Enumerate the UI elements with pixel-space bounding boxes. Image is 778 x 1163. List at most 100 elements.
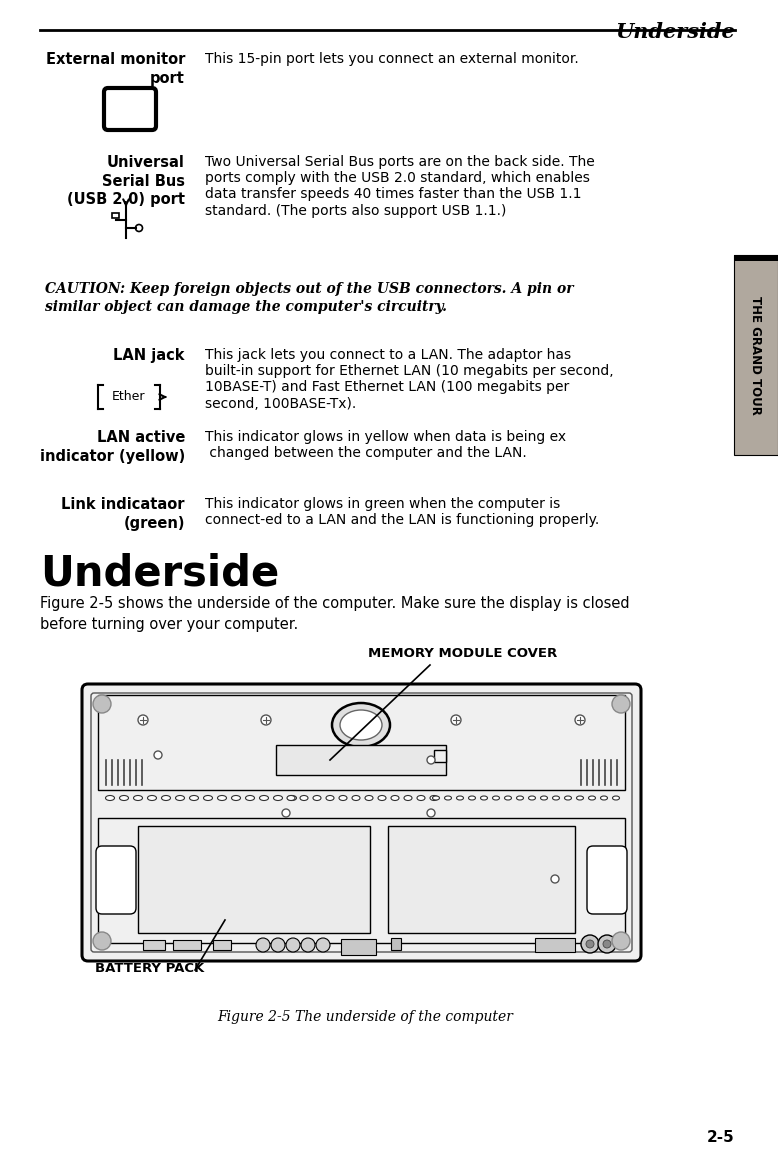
Ellipse shape <box>417 795 425 800</box>
Ellipse shape <box>313 795 321 800</box>
Ellipse shape <box>352 795 360 800</box>
Bar <box>276 745 446 775</box>
FancyBboxPatch shape <box>82 684 641 961</box>
Ellipse shape <box>492 795 499 800</box>
Ellipse shape <box>246 795 254 800</box>
Text: Underside: Underside <box>615 22 735 42</box>
Circle shape <box>138 715 148 725</box>
Ellipse shape <box>204 795 212 800</box>
Bar <box>734 255 778 261</box>
Bar <box>103 385 155 409</box>
Circle shape <box>575 715 585 725</box>
Ellipse shape <box>218 795 226 800</box>
Ellipse shape <box>504 795 511 800</box>
Ellipse shape <box>274 795 282 800</box>
Circle shape <box>427 809 435 816</box>
Text: This jack lets you connect to a LAN. The adaptor has
built-in support for Ethern: This jack lets you connect to a LAN. The… <box>205 348 614 411</box>
Ellipse shape <box>481 795 488 800</box>
Ellipse shape <box>134 795 142 800</box>
FancyBboxPatch shape <box>587 846 627 914</box>
Text: External monitor
port: External monitor port <box>46 52 185 86</box>
Ellipse shape <box>468 795 475 800</box>
Circle shape <box>551 875 559 883</box>
Circle shape <box>154 751 162 759</box>
Ellipse shape <box>588 795 595 800</box>
Circle shape <box>603 940 611 948</box>
Circle shape <box>271 939 285 952</box>
Ellipse shape <box>148 795 156 800</box>
Bar <box>391 939 401 950</box>
Ellipse shape <box>552 795 559 800</box>
Ellipse shape <box>601 795 608 800</box>
Ellipse shape <box>517 795 524 800</box>
Ellipse shape <box>300 795 308 800</box>
Ellipse shape <box>378 795 386 800</box>
Ellipse shape <box>430 795 438 800</box>
Circle shape <box>451 715 461 725</box>
Bar <box>341 939 376 955</box>
Ellipse shape <box>260 795 268 800</box>
Bar <box>213 940 231 950</box>
Text: LAN jack: LAN jack <box>114 348 185 363</box>
Text: This indicator glows in green when the computer is
connect-ed to a LAN and the L: This indicator glows in green when the c… <box>205 497 599 527</box>
Ellipse shape <box>404 795 412 800</box>
Bar <box>138 826 370 933</box>
Ellipse shape <box>612 795 619 800</box>
FancyBboxPatch shape <box>104 88 156 130</box>
Ellipse shape <box>176 795 184 800</box>
Ellipse shape <box>120 795 128 800</box>
Ellipse shape <box>106 795 114 800</box>
Circle shape <box>282 809 290 816</box>
Ellipse shape <box>339 795 347 800</box>
Bar <box>173 940 201 950</box>
Ellipse shape <box>541 795 548 800</box>
Bar <box>98 818 625 943</box>
Circle shape <box>581 935 599 952</box>
Ellipse shape <box>365 795 373 800</box>
Circle shape <box>261 715 271 725</box>
Circle shape <box>286 939 300 952</box>
Text: Link indicataor
(green): Link indicataor (green) <box>61 497 185 530</box>
Bar <box>535 939 575 952</box>
Ellipse shape <box>332 702 390 747</box>
Ellipse shape <box>457 795 464 800</box>
Ellipse shape <box>576 795 584 800</box>
Text: Figure 2-5 shows the underside of the computer. Make sure the display is closed
: Figure 2-5 shows the underside of the co… <box>40 595 629 632</box>
Ellipse shape <box>288 795 296 800</box>
Ellipse shape <box>162 795 170 800</box>
Text: Figure 2-5 The underside of the computer: Figure 2-5 The underside of the computer <box>217 1009 513 1023</box>
Circle shape <box>256 939 270 952</box>
Text: This 15-pin port lets you connect an external monitor.: This 15-pin port lets you connect an ext… <box>205 52 579 66</box>
Bar <box>143 940 165 950</box>
Text: Underside: Underside <box>40 552 279 594</box>
Text: MEMORY MODULE COVER: MEMORY MODULE COVER <box>368 647 557 659</box>
Text: BATTERY PACK: BATTERY PACK <box>95 962 205 975</box>
Ellipse shape <box>232 795 240 800</box>
Ellipse shape <box>528 795 535 800</box>
Text: Universal
Serial Bus
(USB 2.0) port: Universal Serial Bus (USB 2.0) port <box>67 155 185 207</box>
FancyBboxPatch shape <box>96 846 136 914</box>
Ellipse shape <box>444 795 451 800</box>
Ellipse shape <box>433 795 440 800</box>
Circle shape <box>301 939 315 952</box>
Ellipse shape <box>287 795 295 800</box>
Circle shape <box>316 939 330 952</box>
Text: 2-5: 2-5 <box>707 1130 735 1146</box>
Ellipse shape <box>340 709 382 740</box>
Text: Two Universal Serial Bus ports are on the back side. The
ports comply with the U: Two Universal Serial Bus ports are on th… <box>205 155 594 217</box>
Text: CAUTION: Keep foreign objects out of the USB connectors. A pin or
similar object: CAUTION: Keep foreign objects out of the… <box>45 281 573 314</box>
Bar <box>112 213 119 217</box>
Circle shape <box>586 940 594 948</box>
Ellipse shape <box>190 795 198 800</box>
Text: This indicator glows in yellow when data is being ex
 changed between the comput: This indicator glows in yellow when data… <box>205 430 566 461</box>
Bar <box>734 255 778 455</box>
Text: THE GRAND TOUR: THE GRAND TOUR <box>749 295 762 414</box>
Ellipse shape <box>391 795 399 800</box>
Text: Ether: Ether <box>112 391 145 404</box>
Text: LAN active
indicator (yellow): LAN active indicator (yellow) <box>40 430 185 464</box>
Circle shape <box>612 695 630 713</box>
Circle shape <box>93 695 111 713</box>
Circle shape <box>598 935 616 952</box>
Circle shape <box>427 756 435 764</box>
Ellipse shape <box>326 795 334 800</box>
